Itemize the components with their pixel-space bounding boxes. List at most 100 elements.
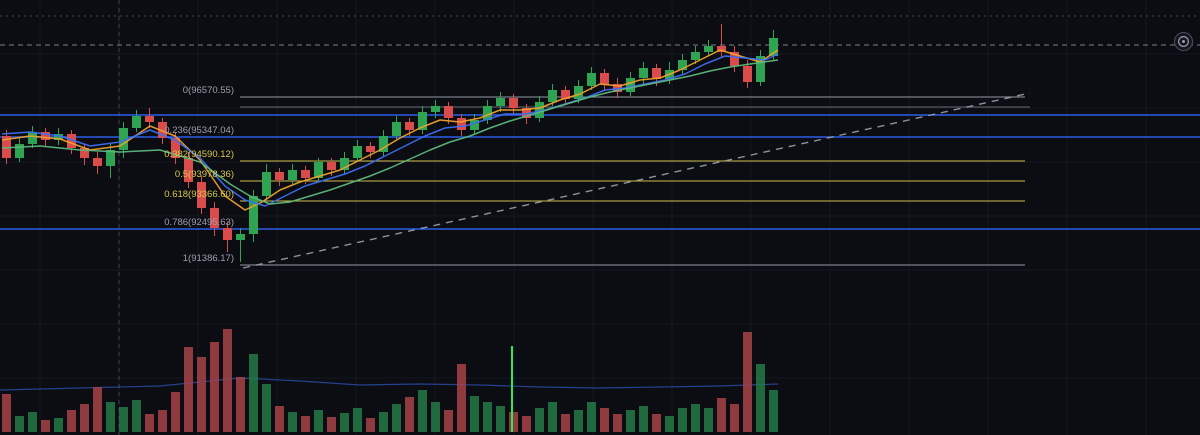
candle-body xyxy=(457,118,466,130)
candle-body xyxy=(548,90,557,102)
candle-body xyxy=(730,52,739,66)
candle-body xyxy=(756,56,765,82)
candle-body xyxy=(444,106,453,118)
target-icon[interactable] xyxy=(1174,32,1193,51)
candle-body xyxy=(327,162,336,170)
ema-fast-orange-line[interactable] xyxy=(1,49,779,211)
volume-bar xyxy=(535,408,544,432)
volume-bar xyxy=(431,402,440,432)
volume-bar xyxy=(392,404,401,432)
volume-bar xyxy=(262,384,271,432)
volume-bar xyxy=(93,387,102,432)
candle-body xyxy=(535,102,544,118)
candle-body xyxy=(223,228,232,240)
volume-bar xyxy=(522,416,531,432)
volume-bar xyxy=(483,402,492,432)
fib-level-label: 0.236(95347.04) xyxy=(164,125,234,136)
volume-bar xyxy=(80,404,89,432)
candle-body xyxy=(561,90,570,99)
volume-bar xyxy=(509,412,518,432)
volume-bar xyxy=(327,417,336,432)
volume-bar xyxy=(379,412,388,432)
volume-ma-line[interactable] xyxy=(0,377,779,391)
volume-bar xyxy=(340,413,349,432)
fib-level-label: 1(91386.17) xyxy=(183,253,234,264)
volume-bar xyxy=(301,416,310,432)
volume-bar xyxy=(314,410,323,432)
candle-body xyxy=(145,116,154,122)
candle-body xyxy=(496,98,505,106)
fib-level-label: 0.786(92495.63) xyxy=(164,217,234,228)
candle-body xyxy=(314,162,323,178)
candle-body xyxy=(418,112,427,130)
volume-bar xyxy=(145,414,154,432)
volume-bar xyxy=(561,414,570,432)
candle-body xyxy=(392,122,401,136)
candle-body xyxy=(28,132,37,144)
candle-body xyxy=(184,158,193,182)
ma-mid-blue-line[interactable] xyxy=(1,53,779,207)
candle-body xyxy=(106,150,115,166)
candle-body xyxy=(171,138,180,158)
volume-bar xyxy=(444,410,453,432)
candle-body xyxy=(626,78,635,92)
candle-body xyxy=(210,208,219,228)
candle-body xyxy=(340,158,349,170)
volume-bar xyxy=(704,408,713,432)
volume-bar xyxy=(418,390,427,432)
volume-spike-bar xyxy=(511,346,513,432)
candle-body xyxy=(769,38,778,56)
volume-bar xyxy=(158,410,167,432)
volume-bar xyxy=(41,420,50,432)
volume-bar xyxy=(275,406,284,432)
candle-body xyxy=(587,73,596,86)
candle-body xyxy=(379,136,388,152)
volume-bar xyxy=(405,397,414,432)
candle-body xyxy=(405,122,414,130)
candle-body xyxy=(158,122,167,138)
candle-body xyxy=(288,170,297,180)
volume-bar xyxy=(197,357,206,432)
ma-slow-green-line[interactable] xyxy=(1,59,779,205)
volume-bar xyxy=(288,412,297,432)
candle-body xyxy=(119,128,128,150)
volume-bar xyxy=(366,418,375,432)
volume-bar xyxy=(548,402,557,432)
candle-body xyxy=(80,148,89,158)
candle-body xyxy=(483,106,492,120)
volume-bar xyxy=(470,396,479,432)
candle-body xyxy=(2,136,11,158)
fib-level-label: 0(96570.55) xyxy=(183,85,234,96)
candle-body xyxy=(743,66,752,82)
candle-body xyxy=(678,60,687,70)
volume-bar xyxy=(652,414,661,432)
volume-bar xyxy=(743,332,752,432)
volume-bar xyxy=(171,392,180,432)
candle-body xyxy=(262,172,271,196)
candle-body xyxy=(470,120,479,130)
candle-body xyxy=(93,158,102,166)
volume-bar xyxy=(574,410,583,432)
candle-body xyxy=(652,68,661,79)
candle-body xyxy=(236,234,245,240)
fib-level-label: 0.5(93978.36) xyxy=(175,169,234,180)
candle-body xyxy=(249,196,258,234)
volume-bar xyxy=(2,394,11,432)
volume-bar xyxy=(626,410,635,432)
trendline[interactable] xyxy=(242,92,1031,269)
volume-bar xyxy=(665,416,674,432)
candle-body xyxy=(197,182,206,208)
candle-body xyxy=(691,52,700,60)
candle-body xyxy=(275,172,284,180)
volume-bar xyxy=(223,329,232,432)
volume-bar xyxy=(210,342,219,432)
volume-bar xyxy=(184,347,193,432)
fib-level-label: 0.618(93366.60) xyxy=(164,189,234,200)
candle-body xyxy=(54,134,63,140)
volume-bar xyxy=(730,404,739,432)
fib-level-label: 0.382(94590.12) xyxy=(164,149,234,160)
candle-body xyxy=(704,46,713,52)
volume-bar xyxy=(353,408,362,432)
